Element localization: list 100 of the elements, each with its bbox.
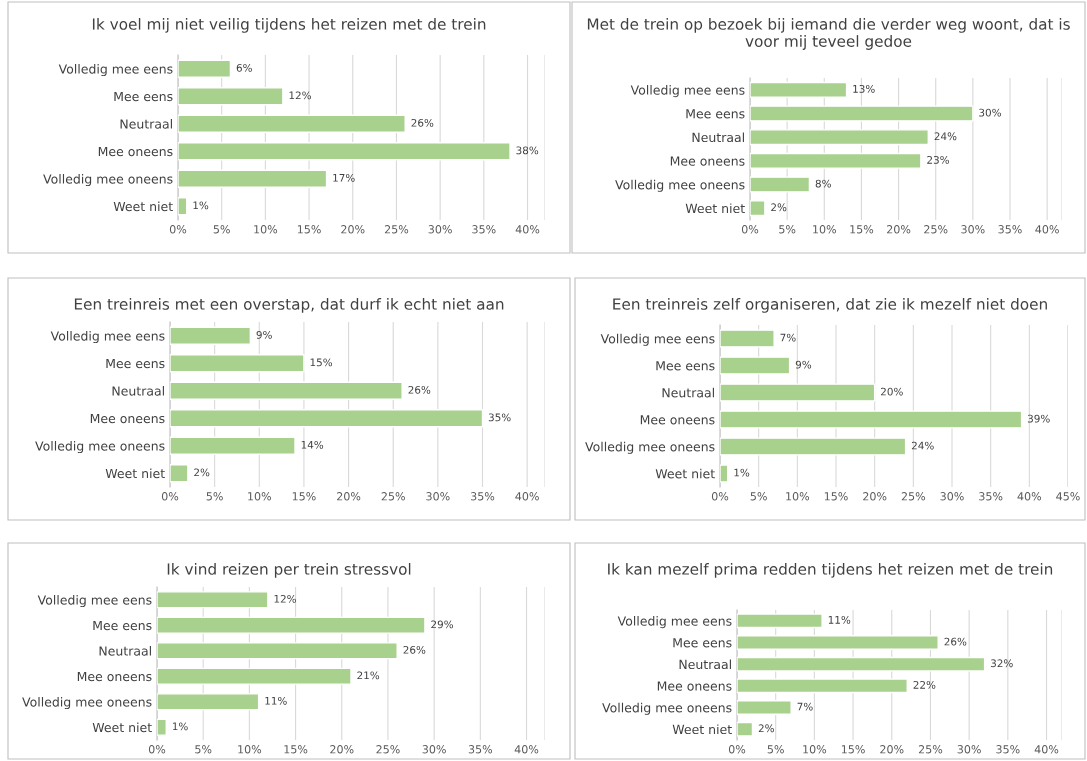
x-tick-label: 25% xyxy=(384,225,409,234)
y-tick-label: Mee oneens xyxy=(640,415,715,425)
data-label: 2% xyxy=(758,724,774,733)
data-label: 35% xyxy=(488,413,511,422)
data-label: 22% xyxy=(913,680,936,689)
bar xyxy=(170,354,305,373)
bar xyxy=(720,383,876,402)
bar xyxy=(750,152,922,169)
x-tick-label: 35% xyxy=(996,745,1020,754)
x-tick-label: 5% xyxy=(206,492,223,501)
x-tick-label: 25% xyxy=(918,745,943,754)
y-tick-label: Neutraal xyxy=(99,646,151,656)
y-tick-label: Volledig mee eens xyxy=(600,333,715,346)
y-tick-label: Mee oneens xyxy=(657,681,732,691)
bar xyxy=(157,591,269,609)
x-tick-label: 40% xyxy=(514,745,539,754)
data-label: 26% xyxy=(944,637,967,646)
bar xyxy=(737,656,986,672)
data-label: 15% xyxy=(310,358,333,367)
data-label: 32% xyxy=(990,659,1013,668)
chart-title: Ik vind reizen per trein stressvol xyxy=(167,563,411,578)
x-tick-label: 20% xyxy=(337,492,361,501)
x-tick-label: 0% xyxy=(148,745,166,754)
y-tick-label: Neutraal xyxy=(120,119,172,129)
x-tick-label: 0% xyxy=(728,745,746,754)
x-tick-label: 5% xyxy=(213,225,230,234)
x-tick-label: 20% xyxy=(880,745,904,754)
chart-title: Ik voel mij niet veilig tijdens het reizen met de trein xyxy=(92,18,486,33)
x-tick-label: 5% xyxy=(779,225,796,234)
y-tick-label: Neutraal xyxy=(692,132,744,143)
x-tick-label: 30% xyxy=(957,745,981,754)
data-label: 9% xyxy=(256,330,272,339)
x-tick-label: 35% xyxy=(471,492,495,501)
x-tick-label: 45% xyxy=(1056,492,1080,501)
data-label: 11% xyxy=(828,615,851,624)
x-tick-label: 35% xyxy=(472,225,496,234)
data-label: 21% xyxy=(357,671,380,680)
data-label: 2% xyxy=(771,203,787,212)
bar xyxy=(720,329,775,348)
data-label: 8% xyxy=(815,179,831,188)
x-tick-label: 20% xyxy=(887,225,911,234)
bar xyxy=(170,464,189,483)
y-tick-label: Volledig mee oneens xyxy=(43,174,173,187)
bar xyxy=(170,381,403,400)
x-tick-label: 5% xyxy=(750,492,767,501)
data-label: 24% xyxy=(911,441,934,450)
bar xyxy=(737,635,939,650)
y-tick-label: Volledig mee oneens xyxy=(602,702,732,715)
x-tick-label: 5% xyxy=(195,745,212,754)
x-tick-label: 15% xyxy=(297,225,321,234)
y-tick-label: Neutraal xyxy=(662,387,714,398)
data-label: 1% xyxy=(734,468,750,477)
y-tick-label: Volledig mee eens xyxy=(50,331,165,344)
bar xyxy=(178,142,511,161)
data-label: 29% xyxy=(431,620,454,629)
x-tick-label: 30% xyxy=(961,225,985,234)
y-tick-label: Neutraal xyxy=(112,386,164,396)
x-tick-label: 20% xyxy=(330,745,354,754)
bar xyxy=(750,129,929,146)
data-label: 23% xyxy=(927,155,949,164)
data-label: 13% xyxy=(853,84,875,93)
data-label: 17% xyxy=(333,173,355,182)
x-tick-label: 30% xyxy=(428,225,452,234)
x-tick-label: 40% xyxy=(1035,225,1059,234)
bar xyxy=(737,613,823,629)
bar xyxy=(157,693,260,711)
bar xyxy=(178,197,188,216)
y-tick-label: Mee eens xyxy=(93,620,152,631)
data-label: 9% xyxy=(795,360,812,369)
x-tick-label: 10% xyxy=(803,745,827,754)
data-label: 1% xyxy=(172,722,188,731)
x-tick-label: 25% xyxy=(901,492,926,501)
chart-title: Met de trein op bezoek bij iemand die verder weg woont, dat is voor mij teveel gedoe xyxy=(587,18,1070,50)
x-tick-label: 0% xyxy=(169,225,187,234)
y-tick-label: Weet niet xyxy=(105,468,165,479)
x-tick-label: 40% xyxy=(1017,492,1042,501)
x-tick-label: 20% xyxy=(341,225,365,234)
bar xyxy=(720,410,1023,429)
x-tick-label: 20% xyxy=(863,492,887,501)
chart-title: Ik kan mezelf prima redden tijdens het reizen met de trein xyxy=(608,563,1053,578)
data-label: 30% xyxy=(979,108,1001,117)
data-label: 6% xyxy=(236,63,252,72)
x-tick-label: 10% xyxy=(238,745,262,754)
x-tick-label: 15% xyxy=(824,492,848,501)
y-tick-label: Weet niet xyxy=(655,468,715,479)
x-tick-label: 5% xyxy=(767,745,784,754)
bar xyxy=(737,700,792,715)
x-tick-label: 15% xyxy=(850,225,874,234)
x-tick-label: 10% xyxy=(786,492,810,501)
data-label: 39% xyxy=(1027,414,1050,423)
bar xyxy=(750,105,974,122)
data-label: 14% xyxy=(301,440,324,449)
x-tick-label: 40% xyxy=(515,492,539,501)
y-tick-label: Mee eens xyxy=(656,361,715,371)
bar xyxy=(178,169,328,188)
chart-title: Een treinreis met een overstap, dat durf ik echt niet aan xyxy=(74,298,504,313)
y-tick-label: Volledig mee eens xyxy=(58,64,173,77)
bar xyxy=(178,114,406,133)
x-tick-label: 10% xyxy=(254,225,278,234)
y-tick-label: Weet niet xyxy=(672,724,732,735)
